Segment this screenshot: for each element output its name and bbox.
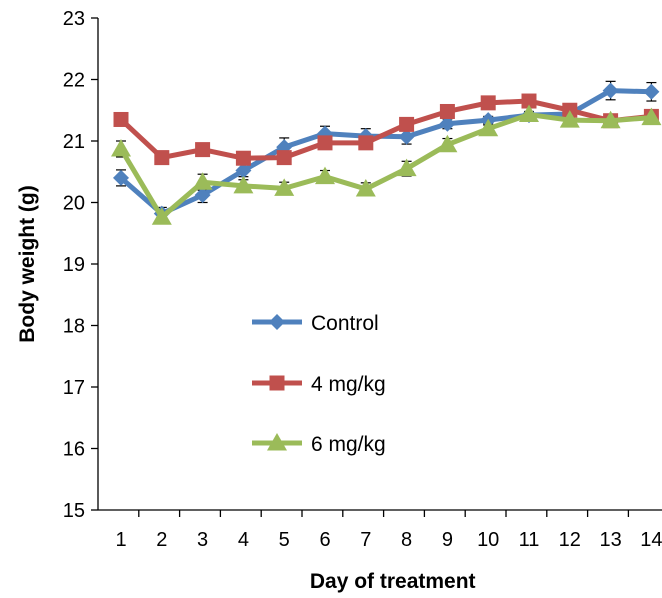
data-point-control [602, 82, 619, 99]
data-point-4-mg-kg [113, 111, 129, 127]
x-tick-label: 13 [599, 529, 621, 551]
legend-marker-square-icon [269, 375, 285, 391]
y-tick-label: 22 [63, 70, 85, 92]
series-line-6-mg-kg [118, 112, 652, 220]
data-point-6-mg-kg [315, 166, 335, 185]
x-tick-label: 2 [156, 529, 167, 551]
data-point-4-mg-kg [317, 135, 333, 151]
data-point-6-mg-kg [559, 110, 580, 128]
data-point-control [398, 128, 415, 145]
x-tick-label: 6 [319, 529, 330, 551]
data-point-6-mg-kg [641, 107, 662, 126]
data-point-6-mg-kg [437, 134, 458, 153]
x-tick-label: 8 [401, 529, 412, 551]
legend: Control 4 mg/kg 6 mg/kg [252, 312, 386, 456]
data-point-6-mg-kg [396, 158, 417, 177]
y-ticks-layer: 15 16 17 18 19 20 21 22 23 [63, 8, 98, 522]
y-axis-title: Body weight (g) [16, 185, 39, 342]
data-point-control [439, 115, 456, 132]
y-tick-label: 18 [63, 316, 85, 338]
x-tick-label: 3 [197, 529, 208, 551]
series-4-mg-kg [113, 93, 659, 166]
x-tick-label: 11 [519, 529, 540, 551]
data-point-6-mg-kg [478, 118, 499, 137]
legend-marker-triangle-icon [267, 433, 287, 451]
data-point-6-mg-kg [274, 178, 295, 196]
data-point-4-mg-kg [154, 150, 170, 166]
x-ticks-layer: 1 2 3 4 5 6 7 8 9 10 11 12 13 14 [115, 510, 662, 551]
legend-item-6mg: 6 mg/kg [252, 433, 386, 456]
data-point-6-mg-kg [111, 138, 131, 157]
data-point-control [643, 83, 660, 100]
data-point-4-mg-kg [235, 150, 251, 166]
data-point-4-mg-kg [399, 116, 415, 132]
data-point-4-mg-kg [439, 103, 455, 119]
y-tick-label: 15 [63, 500, 85, 522]
data-point-6-mg-kg [233, 175, 254, 194]
data-point-4-mg-kg [358, 135, 374, 151]
data-point-6-mg-kg [151, 207, 172, 225]
y-tick-label: 17 [63, 377, 85, 399]
y-tick-label: 20 [63, 193, 85, 215]
legend-label-6mg: 6 mg/kg [311, 433, 386, 456]
x-tick-label: 4 [238, 529, 249, 551]
data-point-control [113, 169, 129, 186]
data-point-control [194, 187, 211, 204]
legend-label-control: Control [311, 312, 379, 335]
data-point-6-mg-kg [192, 172, 213, 190]
y-tick-label: 16 [63, 439, 85, 461]
data-point-4-mg-kg [195, 142, 211, 158]
y-tick-label: 21 [63, 131, 85, 153]
data-point-6-mg-kg [519, 104, 539, 123]
data-point-4-mg-kg [521, 93, 537, 109]
x-axis-title: Day of treatment [310, 570, 476, 593]
x-tick-label: 5 [279, 529, 290, 551]
data-point-4-mg-kg [276, 150, 292, 166]
x-tick-label: 9 [442, 529, 453, 551]
data-point-control [235, 162, 252, 179]
x-tick-label: 10 [477, 529, 499, 551]
legend-item-4mg: 4 mg/kg [252, 373, 386, 396]
x-tick-label: 14 [640, 529, 662, 551]
x-tick-label: 12 [559, 529, 581, 551]
y-tick-label: 23 [63, 8, 85, 30]
series-layer [111, 82, 662, 225]
x-tick-label: 7 [360, 529, 371, 551]
x-tick-label: 1 [115, 529, 126, 551]
data-point-6-mg-kg [355, 178, 376, 197]
legend-label-4mg: 4 mg/kg [311, 373, 386, 396]
legend-item-control: Control [252, 312, 379, 335]
series-6-mg-kg [111, 104, 662, 225]
data-point-6-mg-kg [600, 110, 621, 129]
legend-marker-diamond-icon [269, 314, 285, 330]
y-tick-label: 19 [63, 254, 85, 276]
data-point-4-mg-kg [480, 95, 496, 111]
